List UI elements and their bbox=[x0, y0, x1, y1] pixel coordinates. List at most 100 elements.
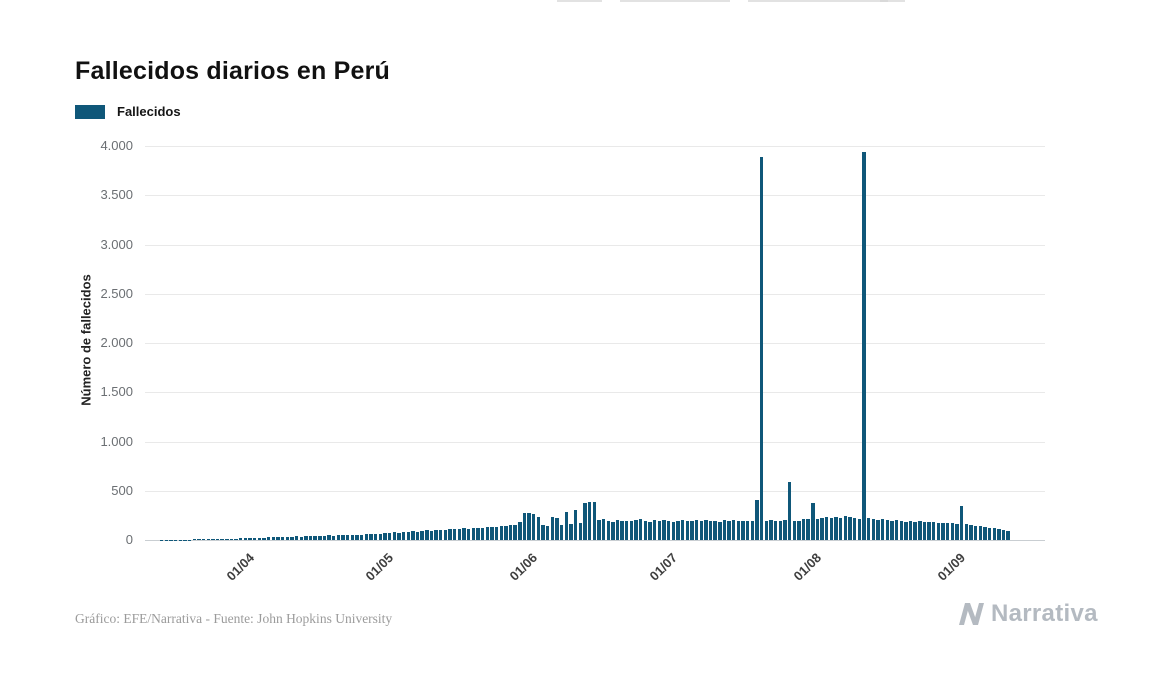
bar bbox=[983, 527, 987, 540]
bar bbox=[806, 518, 810, 540]
bar bbox=[601, 519, 606, 540]
bar bbox=[160, 539, 164, 540]
chart-title: Fallecidos diarios en Perú bbox=[75, 56, 391, 85]
bar bbox=[290, 536, 294, 540]
narrativa-brand[interactable]: Narrativa bbox=[958, 600, 1098, 628]
bar bbox=[713, 521, 717, 540]
y-tick-label: 1.500 bbox=[100, 384, 133, 400]
plot-area: 0 500 1.000 1.500 2.000 2.500 3.000 3.500 4.000 0… bbox=[100, 138, 1045, 584]
bar bbox=[299, 536, 303, 540]
bar bbox=[457, 529, 462, 540]
bar bbox=[429, 530, 434, 540]
y-axis-title: Número de fallecidos bbox=[78, 274, 94, 406]
gridline bbox=[145, 293, 1045, 295]
bar bbox=[569, 524, 573, 540]
bar bbox=[448, 529, 452, 540]
bar bbox=[732, 519, 736, 540]
bar bbox=[690, 521, 694, 540]
bar bbox=[178, 539, 182, 540]
bar bbox=[913, 522, 917, 540]
bar bbox=[583, 502, 587, 540]
bar bbox=[532, 513, 536, 540]
bar bbox=[843, 516, 848, 540]
bar bbox=[639, 519, 643, 540]
bar bbox=[197, 539, 201, 540]
bar bbox=[848, 517, 852, 540]
bar bbox=[964, 524, 968, 540]
bar bbox=[415, 531, 420, 540]
bar bbox=[499, 526, 503, 540]
bar bbox=[787, 481, 792, 540]
bar bbox=[932, 522, 936, 540]
bar bbox=[615, 519, 620, 540]
bar bbox=[936, 523, 941, 540]
bar bbox=[899, 521, 903, 540]
bar bbox=[946, 523, 950, 540]
bar bbox=[518, 522, 522, 540]
bar bbox=[443, 530, 448, 540]
bar bbox=[211, 539, 215, 540]
bar bbox=[1001, 529, 1006, 540]
bar bbox=[564, 512, 569, 540]
bar bbox=[476, 527, 480, 540]
bar bbox=[169, 539, 173, 540]
bar bbox=[736, 520, 741, 540]
bar bbox=[397, 532, 401, 540]
bar bbox=[853, 517, 857, 540]
bar bbox=[453, 528, 457, 540]
bar bbox=[313, 535, 317, 540]
bar bbox=[294, 536, 299, 540]
y-tick-label: 0 bbox=[125, 532, 133, 547]
bar bbox=[466, 528, 471, 540]
bar bbox=[341, 534, 345, 540]
top-edge-artifact bbox=[880, 0, 905, 2]
bar bbox=[746, 521, 750, 540]
bar bbox=[666, 521, 671, 540]
x-tick-text: 01/07 bbox=[646, 550, 680, 584]
bar bbox=[959, 505, 964, 540]
bar bbox=[778, 520, 782, 540]
bar bbox=[825, 517, 829, 540]
top-edge-artifact bbox=[620, 0, 730, 2]
x-tick-text: 01/06 bbox=[506, 550, 541, 584]
bar bbox=[792, 520, 796, 540]
gridline bbox=[145, 195, 1045, 197]
bar bbox=[280, 537, 285, 540]
bar bbox=[555, 518, 559, 540]
bar bbox=[173, 539, 178, 540]
bar bbox=[322, 535, 327, 540]
gridline bbox=[145, 146, 1045, 147]
bar bbox=[922, 521, 927, 540]
bar bbox=[550, 517, 555, 540]
bar bbox=[243, 538, 248, 540]
bar bbox=[797, 521, 801, 540]
bar bbox=[1006, 530, 1010, 540]
bar bbox=[425, 530, 429, 540]
bar bbox=[871, 519, 875, 540]
bar bbox=[573, 510, 578, 540]
bar bbox=[201, 539, 206, 540]
bar bbox=[657, 520, 662, 540]
bar bbox=[620, 520, 624, 540]
bar bbox=[183, 539, 187, 540]
bar bbox=[801, 519, 806, 540]
bar bbox=[420, 530, 424, 540]
bar bbox=[611, 521, 615, 540]
bar bbox=[606, 520, 610, 540]
bar bbox=[401, 531, 406, 540]
bar bbox=[973, 525, 978, 540]
bar bbox=[694, 520, 699, 540]
bar bbox=[527, 512, 531, 540]
bar bbox=[257, 538, 262, 540]
y-tick-label: 3.500 bbox=[100, 187, 133, 203]
bar bbox=[485, 527, 489, 540]
bar bbox=[662, 520, 666, 540]
bar bbox=[271, 537, 275, 540]
bar bbox=[220, 538, 224, 540]
bar bbox=[783, 519, 787, 540]
bar bbox=[215, 538, 220, 540]
bar bbox=[811, 502, 815, 540]
bar bbox=[769, 520, 773, 540]
bar bbox=[773, 521, 778, 540]
bar bbox=[597, 520, 601, 540]
